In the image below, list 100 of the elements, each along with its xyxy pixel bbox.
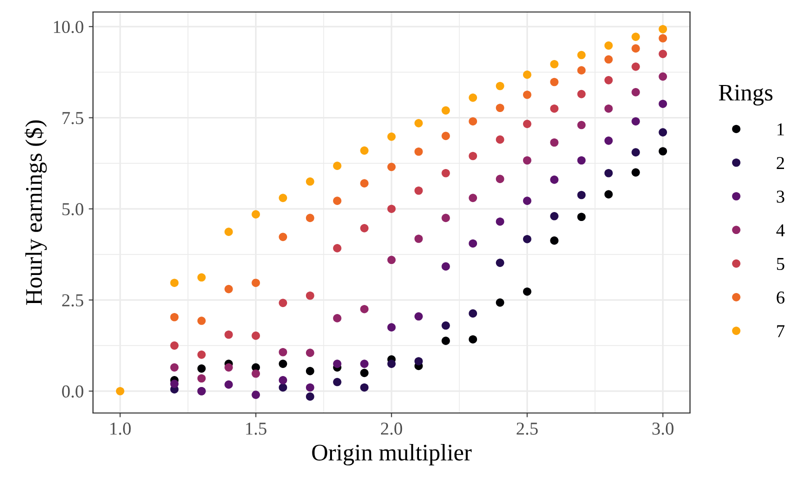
point xyxy=(360,383,369,392)
point xyxy=(577,50,586,60)
point xyxy=(658,72,668,81)
point xyxy=(632,148,640,157)
point xyxy=(224,363,233,372)
point xyxy=(523,196,532,205)
point xyxy=(496,217,504,226)
point xyxy=(278,298,288,308)
point xyxy=(632,88,640,96)
point xyxy=(468,117,478,126)
point xyxy=(577,120,586,130)
point xyxy=(523,120,532,128)
point xyxy=(632,117,640,126)
point xyxy=(632,44,640,53)
point xyxy=(333,360,342,368)
point xyxy=(387,256,396,264)
point xyxy=(197,350,206,359)
point xyxy=(550,176,558,184)
point xyxy=(306,348,314,358)
point xyxy=(278,360,288,368)
point xyxy=(116,386,124,396)
point xyxy=(442,132,450,140)
point xyxy=(414,119,423,128)
point xyxy=(197,364,206,373)
x-axis-title: Origin multiplier xyxy=(312,444,472,466)
point xyxy=(387,360,396,368)
point xyxy=(306,214,314,222)
point xyxy=(360,360,369,368)
point xyxy=(387,204,396,214)
x-tick-label: 2.5 xyxy=(516,422,538,435)
point xyxy=(278,194,288,202)
point xyxy=(170,341,179,350)
point xyxy=(496,135,504,144)
point xyxy=(252,278,260,288)
point xyxy=(658,128,668,136)
point xyxy=(360,146,369,155)
point xyxy=(414,234,423,243)
point xyxy=(387,162,396,172)
point xyxy=(224,330,233,339)
point xyxy=(252,332,260,340)
point xyxy=(442,214,450,222)
legend-label: 7 xyxy=(777,325,784,338)
point xyxy=(387,132,396,141)
x-tick-label: 1.0 xyxy=(110,422,131,435)
point xyxy=(604,55,613,64)
y-tick-label: 7.5 xyxy=(62,112,84,124)
x-tick-label: 1.5 xyxy=(246,422,266,435)
point xyxy=(278,348,288,356)
point xyxy=(197,273,206,282)
point xyxy=(170,278,179,288)
point xyxy=(496,258,504,267)
y-tick-label: 10.0 xyxy=(54,20,84,34)
point xyxy=(468,194,478,202)
point xyxy=(550,78,558,86)
point xyxy=(306,291,314,300)
point xyxy=(414,186,423,195)
point xyxy=(468,335,478,344)
point xyxy=(523,70,532,79)
point xyxy=(387,323,396,332)
point xyxy=(523,156,532,165)
point xyxy=(333,196,342,205)
x-tick-label: 3.0 xyxy=(652,422,674,435)
point xyxy=(170,380,179,388)
point xyxy=(360,224,369,232)
point xyxy=(604,104,613,113)
point xyxy=(170,312,179,322)
y-tick-label: 2.5 xyxy=(62,294,84,307)
y-tick-label: 0.0 xyxy=(62,385,84,398)
point xyxy=(197,316,206,325)
point xyxy=(170,363,179,372)
y-axis-title: Hourly earnings ($) xyxy=(24,120,47,305)
point xyxy=(604,190,613,198)
point xyxy=(414,312,423,321)
point xyxy=(224,380,233,389)
legend-label: 4 xyxy=(776,224,785,236)
legend-label: 5 xyxy=(777,258,784,270)
point xyxy=(414,147,423,156)
y-tick-label: 5.0 xyxy=(62,203,84,216)
point xyxy=(442,168,450,178)
point xyxy=(468,239,478,248)
point xyxy=(550,138,558,147)
x-tick-label: 2.0 xyxy=(381,422,402,435)
point xyxy=(306,392,314,401)
point xyxy=(632,32,640,41)
point xyxy=(658,147,668,156)
point xyxy=(333,244,342,252)
legend-label: 2 xyxy=(776,156,784,169)
point xyxy=(632,62,640,71)
point xyxy=(224,284,233,294)
point xyxy=(604,136,613,145)
point xyxy=(577,156,586,165)
point xyxy=(496,298,504,307)
point xyxy=(523,234,532,244)
point xyxy=(550,212,558,220)
point xyxy=(468,309,478,318)
point xyxy=(306,383,314,392)
point xyxy=(577,212,586,222)
legend-label: 3 xyxy=(776,190,784,203)
point xyxy=(658,24,668,34)
point xyxy=(252,369,260,378)
